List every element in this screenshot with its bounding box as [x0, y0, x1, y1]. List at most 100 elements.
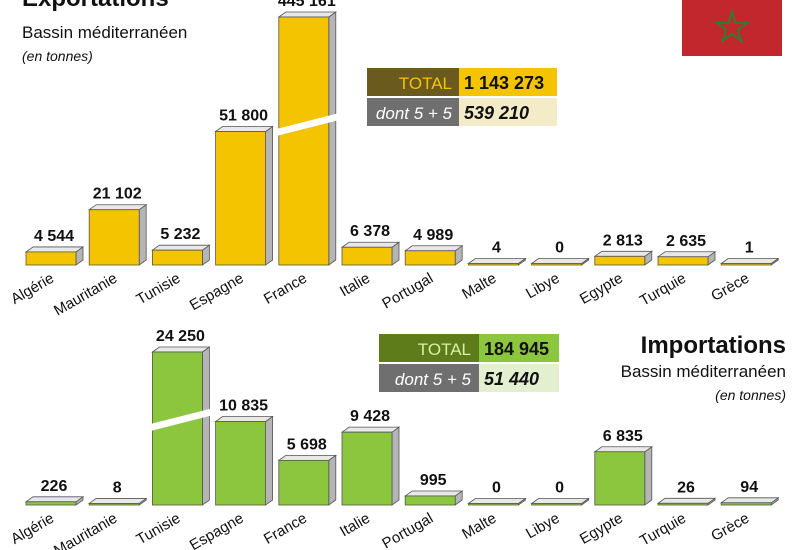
value-label: 94	[740, 479, 758, 496]
category-label: Espagne	[187, 270, 247, 314]
value-label: 0	[555, 240, 564, 257]
value-label: 6 378	[350, 223, 390, 240]
exports-total-label: TOTAL	[399, 74, 452, 93]
bar-side	[328, 11, 337, 266]
bar-france	[277, 454, 338, 506]
category-label: Mauritanie	[51, 270, 120, 320]
imports-title: Importations	[641, 332, 786, 359]
value-label: 5 698	[287, 436, 327, 453]
bar-front	[25, 501, 77, 506]
bar-france	[275, 11, 339, 266]
bar-front	[404, 250, 456, 266]
flag-morocco-icon	[682, 0, 782, 56]
category-label: Portugal	[379, 270, 436, 313]
value-label: 226	[41, 478, 68, 495]
category-label: Algérie	[8, 510, 57, 548]
bar-top	[530, 498, 590, 504]
bar-side	[201, 346, 210, 506]
exports-total-value: 1 143 273	[464, 73, 544, 93]
exports-unit: (en tonnes)	[22, 48, 93, 64]
bar-top	[656, 497, 717, 504]
bar-front	[531, 263, 582, 266]
category-label: Malte	[459, 510, 499, 543]
bar-portugal	[403, 245, 464, 266]
bar-portugal	[403, 490, 464, 506]
bar-top	[719, 497, 780, 504]
bar-espagne	[214, 415, 274, 506]
imports-bars: 226 Algérie 8 Mauritanie 24 250 Tunisie 10 835…	[8, 328, 780, 550]
bar-side	[265, 415, 274, 506]
category-label: Grèce	[708, 270, 752, 305]
bar-tunisie	[149, 346, 213, 506]
bar-grèce	[719, 497, 780, 506]
bar-tunisie	[151, 244, 211, 266]
bar-front	[278, 459, 330, 506]
bar-top	[24, 496, 85, 503]
bar-top	[593, 250, 654, 257]
value-label: 24 250	[156, 328, 205, 345]
bar-front	[341, 246, 393, 266]
bar-front	[151, 249, 203, 266]
value-label: 2 635	[666, 233, 706, 250]
value-label: 26	[677, 479, 695, 496]
category-label: Espagne	[187, 510, 247, 550]
bar-top	[87, 204, 148, 211]
bar-front	[657, 256, 709, 266]
value-label: 51 800	[219, 108, 268, 125]
axis-break	[275, 113, 339, 137]
bar-top	[214, 126, 274, 132]
category-label: Turquie	[637, 510, 689, 550]
bar-top	[214, 416, 274, 422]
value-label: 995	[420, 472, 447, 489]
value-label: 10 835	[219, 398, 268, 415]
bar-top	[151, 346, 211, 353]
category-label: Tunisie	[133, 510, 183, 549]
imports-subtitle: Bassin méditerranéen	[621, 362, 786, 381]
bar-front	[25, 251, 77, 266]
value-label: 0	[555, 480, 564, 497]
category-label: France	[261, 510, 310, 548]
imports-unit: (en tonnes)	[715, 387, 786, 403]
bar-grèce	[719, 257, 780, 266]
bar-top	[277, 454, 338, 461]
imports-dont-label: dont 5 + 5	[395, 370, 472, 389]
bar-egypte	[593, 250, 654, 266]
exports-total-box: TOTAL 1 143 273 dont 5 + 5 539 210	[367, 68, 557, 126]
axis-break	[149, 408, 213, 432]
bar-top	[656, 251, 717, 258]
bar-front	[657, 502, 709, 506]
exports-dont-label: dont 5 + 5	[376, 104, 453, 123]
bar-top	[340, 241, 401, 248]
category-label: Egypte	[577, 510, 626, 548]
bar-front	[467, 263, 519, 266]
bar-turquie	[656, 251, 717, 266]
bar-malte	[467, 257, 527, 266]
bar-front	[215, 421, 267, 506]
value-label: 4	[492, 239, 501, 256]
bar-top	[719, 258, 780, 264]
bar-front	[88, 209, 140, 266]
bar-side	[328, 454, 337, 506]
bar-front	[531, 503, 582, 506]
bar-front	[594, 451, 646, 506]
category-label: Turquie	[637, 270, 689, 310]
exports-bars: 4 544 Algérie 21 102 Mauritanie 5 232 Tunisie…	[8, 0, 780, 320]
value-label: 2 813	[603, 232, 643, 249]
bar-libye	[530, 257, 590, 266]
bar-front	[88, 503, 140, 506]
bar-top	[530, 258, 590, 264]
bar-top	[24, 246, 85, 253]
bar-malte	[467, 497, 527, 506]
category-label: Italie	[337, 270, 373, 301]
category-label: Algérie	[8, 270, 57, 308]
bar-front	[594, 255, 646, 266]
imports-dont-value: 51 440	[484, 369, 539, 389]
bar-side	[138, 203, 147, 266]
bar-top	[403, 245, 464, 252]
category-label: Libye	[523, 510, 563, 543]
bar-mauritanie	[87, 203, 148, 266]
bar-algérie	[24, 496, 85, 506]
bar-italie	[340, 241, 401, 266]
bar-front	[467, 503, 519, 506]
